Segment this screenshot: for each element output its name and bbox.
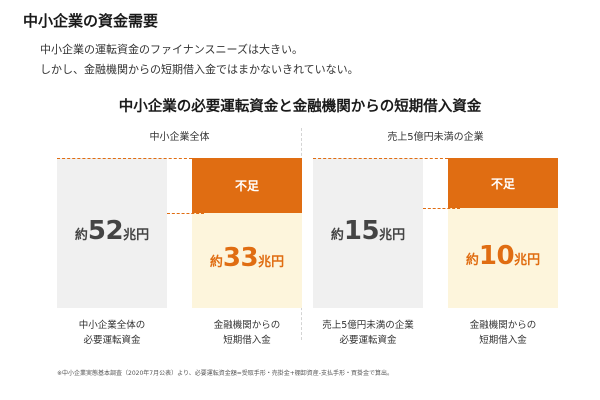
slide-title: 中小企業の資金需要 xyxy=(23,12,159,30)
dashed-guide-loan xyxy=(167,212,204,214)
lead-text: 中小企業の運転資金のファイナンスニーズは大きい。 しかし、金融機関からの短期借入… xyxy=(40,40,359,80)
value-number: 52 xyxy=(87,216,124,246)
chart-title: 中小企業の必要運転資金と金融機関からの短期借入資金 xyxy=(118,99,482,115)
dashed-guide-top xyxy=(57,158,192,159)
caption-line-1: 金融機関からの xyxy=(469,320,537,331)
caption-line-2: 必要運転資金 xyxy=(339,335,397,346)
need-value-label: 約52兆円 xyxy=(57,216,167,246)
loan-bar xyxy=(448,208,558,308)
value-number: 15 xyxy=(343,216,380,246)
need-bar xyxy=(57,158,167,308)
value-unit: 兆円 xyxy=(379,228,406,243)
value-unit: 兆円 xyxy=(123,228,150,243)
caption-line-1: 中小企業全体の xyxy=(78,320,146,331)
panel-all-smes: 中小企業全体 不足 約52兆円 中小企業全体の 必要運転資金 約33兆円 金融機関からの短… xyxy=(57,128,302,358)
caption-line-2: 短期借入金 xyxy=(223,335,271,346)
shortfall-bar: 不足 xyxy=(448,158,558,208)
value-prefix: 約 xyxy=(330,228,344,243)
need-value-label: 約15兆円 xyxy=(313,216,423,246)
lead-line-2: しかし、金融機関からの短期借入金ではまかないきれていない。 xyxy=(40,63,359,76)
value-prefix: 約 xyxy=(465,253,479,268)
caption-line-2: 短期借入金 xyxy=(479,335,527,346)
need-bar xyxy=(313,158,423,308)
caption-line-2: 必要運転資金 xyxy=(83,335,141,346)
value-unit: 兆円 xyxy=(514,253,541,268)
loan-value-label: 約33兆円 xyxy=(192,243,302,273)
panel-header: 売上5億円未満の企業 xyxy=(387,132,484,143)
bar-caption: 中小企業全体の 必要運転資金 xyxy=(47,318,177,348)
shortfall-bar: 不足 xyxy=(192,158,302,213)
caption-line-1: 売上5億円未満の企業 xyxy=(322,320,414,331)
loan-bar xyxy=(192,212,302,308)
value-unit: 兆円 xyxy=(258,255,285,271)
value-number: 33 xyxy=(222,243,259,274)
dashed-guide-top xyxy=(313,158,448,159)
value-prefix: 約 xyxy=(74,228,88,243)
panel-small-firms: 売上5億円未満の企業 不足 約15兆円 売上5億円未満の企業 必要運転資金 約10兆円金… xyxy=(313,128,558,358)
lead-line-1: 中小企業の運転資金のファイナンスニーズは大きい。 xyxy=(40,43,304,56)
dashed-guide-loan xyxy=(423,208,460,209)
bar-caption: 金融機関からの 短期借入金 xyxy=(182,318,312,348)
loan-value-label: 約10兆円 xyxy=(448,241,558,271)
bar-caption: 金融機関からの 短期借入金 xyxy=(438,318,568,348)
caption-line-1: 金融機関からの xyxy=(213,320,281,331)
panel-header: 中小企業全体 xyxy=(149,132,210,143)
value-number: 10 xyxy=(478,241,515,271)
footnote: ※中小企業実態基本調査（2020年7月公表）より、必要運転資金額=受取手形・売掛… xyxy=(57,370,393,377)
value-prefix: 約 xyxy=(209,255,223,271)
bar-caption: 売上5億円未満の企業 必要運転資金 xyxy=(303,318,433,348)
